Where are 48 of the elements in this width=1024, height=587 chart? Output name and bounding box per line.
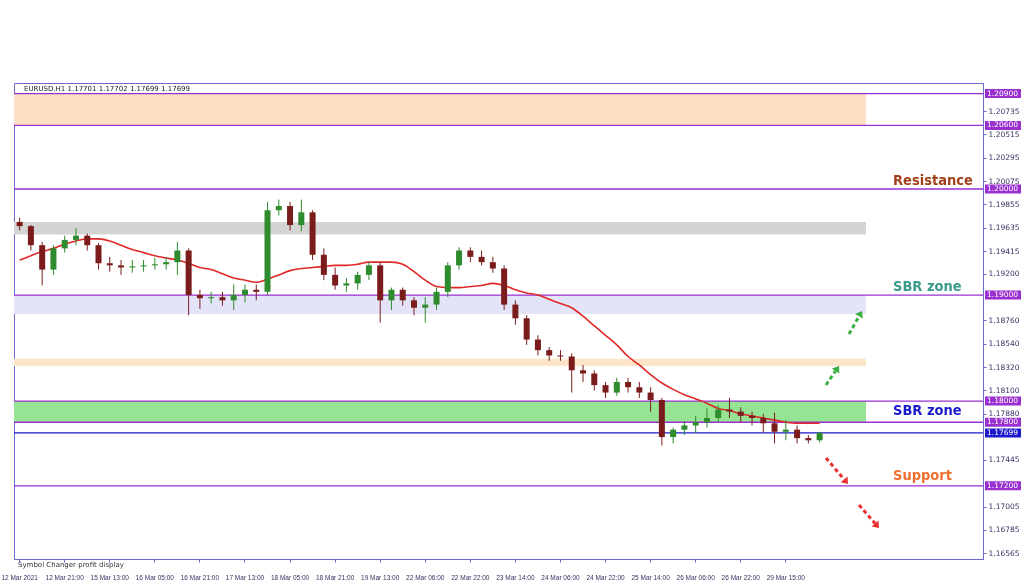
candlestick bbox=[399, 287, 406, 307]
candlestick bbox=[140, 259, 147, 273]
candlestick bbox=[320, 247, 327, 281]
candlestick bbox=[670, 427, 677, 444]
candlestick bbox=[456, 246, 463, 271]
candlestick bbox=[422, 296, 429, 324]
candlestick bbox=[760, 413, 767, 434]
candlestick bbox=[354, 271, 361, 291]
annotation: SBR zone bbox=[893, 278, 962, 295]
candlestick bbox=[647, 386, 654, 413]
candlestick bbox=[726, 397, 733, 419]
candlestick bbox=[591, 369, 598, 391]
candlestick bbox=[568, 352, 575, 394]
candlestick bbox=[365, 261, 372, 281]
candlestick bbox=[489, 256, 496, 274]
candlestick bbox=[794, 424, 801, 444]
candlestick bbox=[782, 419, 789, 441]
candlestick bbox=[196, 289, 203, 310]
candlestick bbox=[129, 259, 136, 274]
candlestick bbox=[749, 411, 756, 426]
candlestick bbox=[613, 377, 620, 397]
candlestick bbox=[151, 257, 158, 271]
candlestick bbox=[298, 199, 305, 232]
candlestick bbox=[703, 407, 710, 429]
candlestick bbox=[332, 266, 339, 291]
annotation: SBR zone bbox=[893, 402, 962, 419]
candlestick bbox=[230, 283, 237, 311]
candlestick bbox=[27, 224, 34, 251]
candlestick bbox=[410, 296, 417, 316]
candlestick bbox=[174, 241, 181, 276]
candlestick bbox=[388, 287, 395, 311]
candlestick bbox=[771, 412, 778, 444]
candlestick bbox=[72, 227, 79, 246]
candlestick bbox=[208, 291, 215, 305]
candlestick bbox=[534, 334, 541, 356]
candlestick bbox=[95, 242, 102, 271]
candlestick bbox=[512, 299, 519, 326]
candlestick bbox=[625, 377, 632, 394]
annotation: Resistance bbox=[893, 172, 973, 189]
candlestick bbox=[433, 287, 440, 311]
candlestick bbox=[523, 314, 530, 346]
candlestick bbox=[287, 201, 294, 231]
candlestick bbox=[163, 256, 170, 271]
candlestick bbox=[118, 259, 125, 276]
candlestick bbox=[580, 364, 587, 383]
annotation: Support bbox=[893, 466, 952, 483]
candlestick bbox=[50, 244, 57, 276]
candlestick bbox=[241, 283, 248, 303]
